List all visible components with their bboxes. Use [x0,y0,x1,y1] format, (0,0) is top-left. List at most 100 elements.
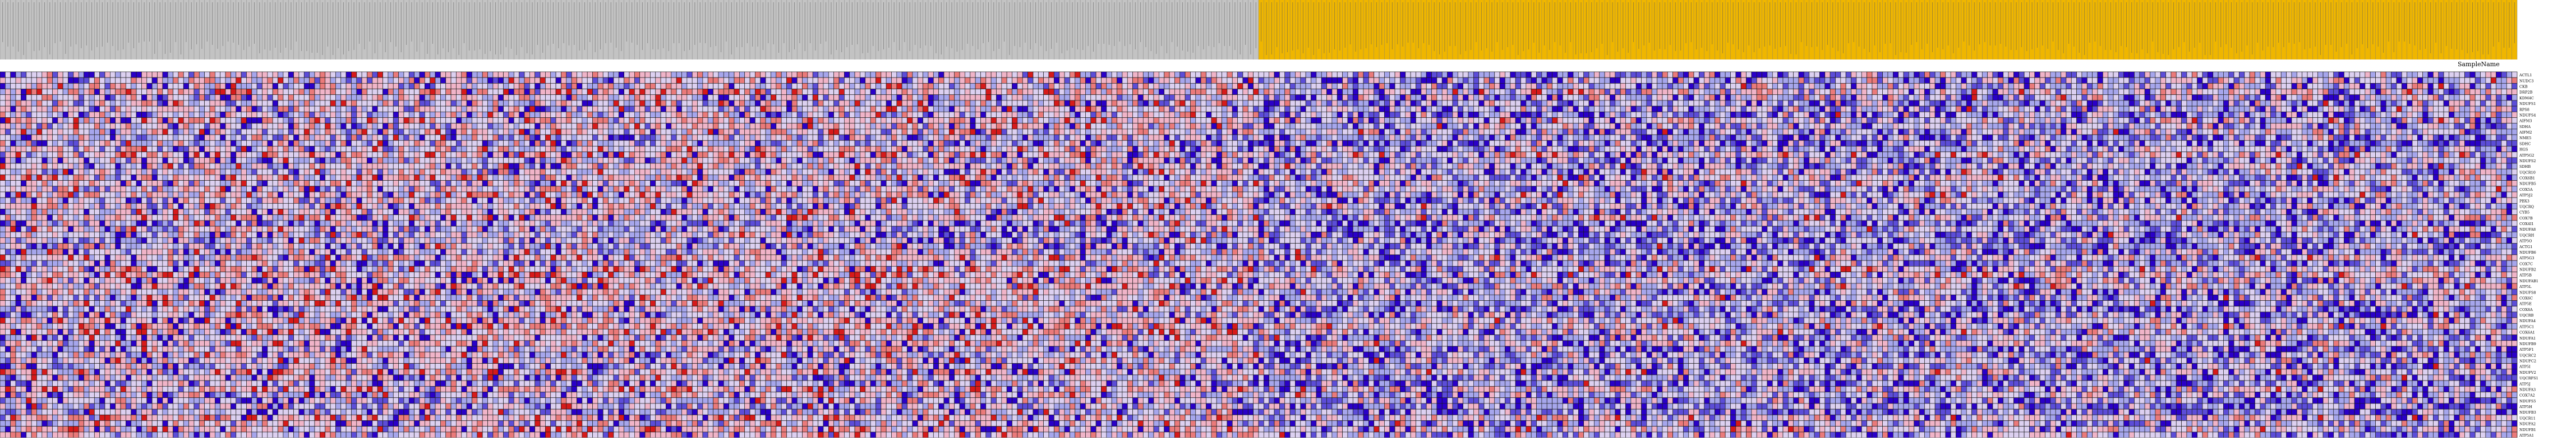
heatmap-cell [2113,106,2118,112]
heatmap-cell [1804,106,1809,112]
heatmap-cell [1358,106,1363,112]
heatmap-cell [2166,89,2171,95]
heatmap-cell [1269,95,1274,100]
heatmap-cell [241,89,246,95]
heatmap-cell [2302,83,2307,89]
heatmap-cell [813,77,818,83]
heatmap-cell [1190,77,1195,83]
heatmap-cell [1783,112,1788,117]
heatmap-cell [1757,100,1762,106]
heatmap-cell [320,106,325,112]
heatmap-cell [582,95,587,100]
heatmap-cell [335,83,340,89]
heatmap-cell [1075,100,1080,106]
heatmap-cell [939,118,944,123]
heatmap-cell [383,72,388,77]
heatmap-cell [2234,83,2239,89]
heatmap-cell [1662,106,1667,112]
heatmap-cell [598,112,603,117]
heatmap-cell [970,72,975,77]
heatmap-cell [357,95,362,100]
heatmap-cell [2512,72,2517,77]
heatmap-cell [918,89,923,95]
heatmap-cell [1363,72,1368,77]
heatmap-cell [524,100,529,106]
heatmap-cell [152,89,157,95]
heatmap-cell [446,77,451,83]
heatmap-cell [2124,95,2129,100]
heatmap-cell [970,89,975,95]
heatmap-cell [2008,83,2013,89]
heatmap-cell [315,106,320,112]
heatmap-cell [1211,112,1216,117]
heatmap-cell [2344,72,2349,77]
heatmap-cell [739,77,744,83]
heatmap-cell [509,112,514,117]
heatmap-cell [703,118,708,123]
heatmap-cell [881,106,886,112]
heatmap-cell [31,72,36,77]
heatmap-cell [252,83,257,89]
heatmap-cell [2276,77,2281,83]
heatmap-cell [493,118,498,123]
heatmap-cell [1096,77,1101,83]
heatmap-cell [2287,89,2292,95]
heatmap-cell [1914,77,1919,83]
heatmap-cell [399,118,404,123]
heatmap-cell [656,106,661,112]
heatmap-cell [828,106,833,112]
heatmap-cell [897,118,902,123]
heatmap-cell [1752,77,1757,83]
heatmap-cell [2276,83,2281,89]
heatmap-cell [2496,106,2501,112]
heatmap-cell [1044,100,1049,106]
heatmap-cell [1138,77,1143,83]
heatmap-cell [1002,106,1007,112]
heatmap-cell [1683,89,1688,95]
heatmap-cell [566,112,572,117]
heatmap-cell [1075,95,1080,100]
heatmap-cell [241,95,246,100]
heatmap-cell [687,72,692,77]
heatmap-cell [1426,89,1431,95]
heatmap-cell [1243,72,1248,77]
heatmap-cell [2475,106,2480,112]
heatmap-cell [865,72,870,77]
heatmap-cell [325,72,330,77]
heatmap-cell [1327,100,1332,106]
heatmap-cell [577,95,582,100]
heatmap-cell [2155,106,2160,112]
heatmap-cell [2213,83,2218,89]
heatmap-cell [1012,112,1017,117]
heatmap-cell [1421,77,1426,83]
heatmap-cell [89,83,94,89]
heatmap-cell [205,95,210,100]
heatmap-cell [1966,72,1971,77]
heatmap-cell [850,100,855,106]
heatmap-cell [860,83,865,89]
heatmap-cell [2255,77,2260,83]
heatmap-cell [2297,100,2302,106]
heatmap-cell [519,72,524,77]
heatmap-cell [1794,95,1799,100]
heatmap-cell [299,83,304,89]
heatmap-cell [1332,72,1337,77]
heatmap-cell [965,89,970,95]
heatmap-cell [100,77,105,83]
heatmap-cell [1836,77,1841,83]
heatmap-cell [325,106,330,112]
heatmap-cell [2061,106,2066,112]
heatmap-cell [2008,100,2013,106]
heatmap-cell [1746,72,1752,77]
heatmap-cell [16,83,21,89]
heatmap-cell [2087,100,2092,106]
heatmap-cell [865,118,870,123]
heatmap-cell [299,95,304,100]
heatmap-cell [1107,100,1112,106]
heatmap-cell [650,77,655,83]
heatmap-cell [1379,112,1384,117]
heatmap-cell [666,95,671,100]
heatmap-cell [2213,106,2218,112]
heatmap-cell [1254,89,1259,95]
heatmap-cell [440,106,445,112]
